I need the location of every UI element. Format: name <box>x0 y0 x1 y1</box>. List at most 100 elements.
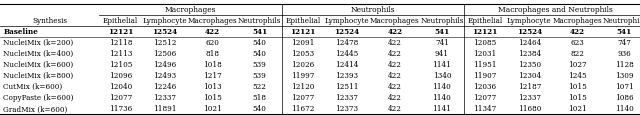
Text: 12524: 12524 <box>334 28 360 36</box>
Text: 522: 522 <box>253 83 266 91</box>
Text: 12036: 12036 <box>474 83 497 91</box>
Text: 12077: 12077 <box>109 93 132 101</box>
Text: 12478: 12478 <box>335 39 358 47</box>
Text: 422: 422 <box>205 28 220 36</box>
Text: Epithelial: Epithelial <box>285 17 321 25</box>
Text: 1071: 1071 <box>615 83 634 91</box>
Text: 1128: 1128 <box>615 61 634 69</box>
Text: 12337: 12337 <box>153 93 176 101</box>
Text: NucleiMix (k=800): NucleiMix (k=800) <box>3 72 74 80</box>
Text: 12187: 12187 <box>518 83 541 91</box>
Text: 11891: 11891 <box>153 104 176 112</box>
Text: 620: 620 <box>205 39 220 47</box>
Text: Macrophages: Macrophages <box>188 17 237 25</box>
Text: 12511: 12511 <box>335 83 358 91</box>
Text: 518: 518 <box>253 93 266 101</box>
Text: 12053: 12053 <box>291 50 314 58</box>
Text: 540: 540 <box>253 104 266 112</box>
Text: 12031: 12031 <box>474 50 497 58</box>
Text: 1309: 1309 <box>615 72 634 80</box>
Text: 1141: 1141 <box>433 104 451 112</box>
Text: 12493: 12493 <box>153 72 176 80</box>
Text: 12118: 12118 <box>109 39 132 47</box>
Text: 12512: 12512 <box>153 39 176 47</box>
Text: 422: 422 <box>387 28 403 36</box>
Text: 422: 422 <box>388 72 402 80</box>
Text: 1027: 1027 <box>568 61 587 69</box>
Text: 12414: 12414 <box>335 61 358 69</box>
Text: Epithelial: Epithelial <box>102 17 138 25</box>
Text: 12304: 12304 <box>518 72 541 80</box>
Text: 1015: 1015 <box>568 93 587 101</box>
Text: 936: 936 <box>618 50 631 58</box>
Text: 822: 822 <box>570 50 584 58</box>
Text: 818: 818 <box>205 50 220 58</box>
Text: 1140: 1140 <box>615 104 634 112</box>
Text: Synthesis: Synthesis <box>32 17 67 25</box>
Text: 12464: 12464 <box>518 39 541 47</box>
Text: 12337: 12337 <box>335 93 358 101</box>
Text: 12506: 12506 <box>153 50 176 58</box>
Text: 12121: 12121 <box>108 28 133 36</box>
Text: CopyPaste (k=600): CopyPaste (k=600) <box>3 93 74 101</box>
Text: NucleiMix (k=200): NucleiMix (k=200) <box>3 39 74 47</box>
Text: 12445: 12445 <box>335 50 358 58</box>
Text: 540: 540 <box>253 50 266 58</box>
Text: 12524: 12524 <box>516 28 542 36</box>
Text: 1021: 1021 <box>203 104 222 112</box>
Text: 12077: 12077 <box>474 93 497 101</box>
Text: 1217: 1217 <box>203 72 222 80</box>
Text: 12091: 12091 <box>291 39 314 47</box>
Text: 1141: 1141 <box>433 61 451 69</box>
Text: 12085: 12085 <box>474 39 497 47</box>
Text: Epithelial: Epithelial <box>467 17 503 25</box>
Text: 12105: 12105 <box>109 61 132 69</box>
Text: NucleiMix (k=600): NucleiMix (k=600) <box>3 61 74 69</box>
Text: 12120: 12120 <box>291 83 314 91</box>
Text: 422: 422 <box>388 83 402 91</box>
Text: Lymphocyte: Lymphocyte <box>507 17 552 25</box>
Text: 12524: 12524 <box>152 28 177 36</box>
Text: 12121: 12121 <box>290 28 316 36</box>
Text: Lymphocyte: Lymphocyte <box>142 17 187 25</box>
Text: 747: 747 <box>618 39 631 47</box>
Text: 11997: 11997 <box>291 72 314 80</box>
Text: 11907: 11907 <box>474 72 497 80</box>
Text: Neutrophils: Neutrophils <box>351 6 395 14</box>
Text: 12337: 12337 <box>518 93 541 101</box>
Text: 12393: 12393 <box>335 72 358 80</box>
Text: 11736: 11736 <box>109 104 132 112</box>
Text: 1086: 1086 <box>615 93 634 101</box>
Text: NucleiMix (k=400): NucleiMix (k=400) <box>3 50 74 58</box>
Text: 1245: 1245 <box>568 72 587 80</box>
Text: Macrophages: Macrophages <box>164 6 216 14</box>
Text: 539: 539 <box>253 61 266 69</box>
Text: 12246: 12246 <box>153 83 176 91</box>
Text: Macrophages: Macrophages <box>370 17 420 25</box>
Text: Baseline: Baseline <box>3 28 38 36</box>
Text: 422: 422 <box>570 28 585 36</box>
Text: 1015: 1015 <box>203 93 222 101</box>
Text: Neutrophils: Neutrophils <box>420 17 463 25</box>
Text: 12384: 12384 <box>518 50 541 58</box>
Text: 623: 623 <box>570 39 584 47</box>
Text: 11951: 11951 <box>474 61 497 69</box>
Text: 422: 422 <box>388 39 402 47</box>
Text: 12350: 12350 <box>518 61 541 69</box>
Text: 12496: 12496 <box>153 61 176 69</box>
Text: 541: 541 <box>252 28 267 36</box>
Text: 11680: 11680 <box>518 104 541 112</box>
Text: 1018: 1018 <box>203 61 222 69</box>
Text: 12373: 12373 <box>335 104 358 112</box>
Text: 11347: 11347 <box>474 104 497 112</box>
Text: 12113: 12113 <box>109 50 132 58</box>
Text: 12096: 12096 <box>109 72 132 80</box>
Text: Lymphocyte: Lymphocyte <box>324 17 369 25</box>
Text: 1021: 1021 <box>568 104 587 112</box>
Text: 1140: 1140 <box>433 83 451 91</box>
Text: 1340: 1340 <box>433 72 451 80</box>
Text: CutMix (k=600): CutMix (k=600) <box>3 83 63 91</box>
Text: 422: 422 <box>388 50 402 58</box>
Text: GradMix (k=600): GradMix (k=600) <box>3 104 68 112</box>
Text: 11672: 11672 <box>291 104 314 112</box>
